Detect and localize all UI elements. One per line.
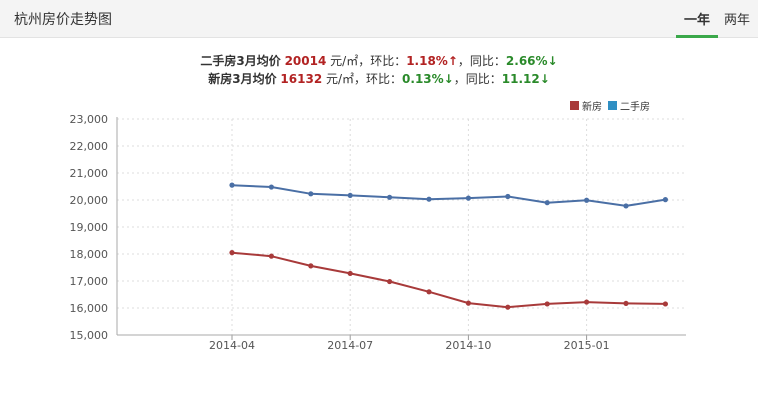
series-line-new-house (231, 251, 666, 309)
data-point-new-house (623, 300, 629, 307)
y-tick-label: 18,000 (70, 248, 109, 261)
data-point-second-hand (623, 203, 629, 209)
data-point-second-hand (347, 192, 353, 199)
data-point-second-hand (584, 197, 590, 203)
data-point-second-hand (505, 193, 511, 200)
new-house-price: 16132 (280, 72, 323, 86)
tab-two-years[interactable]: 两年 (724, 13, 751, 28)
y-tick-label: 22,000 (70, 140, 109, 153)
x-tick-label: 2014-10 (445, 339, 491, 352)
x-tick-label: 2014-07 (327, 339, 373, 352)
tab-one-year[interactable]: 一年 (684, 13, 711, 28)
price-summary: 二手房3月均价 20014 元/㎡，环比：1.18%↑，同比：2.66%↓ 新房… (0, 52, 758, 88)
y-tick-label: 23,000 (70, 113, 109, 126)
second-hand-unit: 元/㎡，环比： (330, 54, 407, 68)
y-tick-label: 19,000 (70, 221, 109, 234)
legend-label-new-house: 新房 (582, 102, 602, 113)
data-point-new-house (662, 301, 669, 307)
legend-label-second-hand: 二手房 (620, 102, 650, 113)
second-hand-label: 二手房3月均价 (200, 54, 281, 68)
data-point-second-hand (544, 200, 550, 206)
y-tick-label: 15,000 (70, 329, 109, 342)
new-house-yoy: 11.12↓ (501, 72, 550, 86)
data-point-new-house (268, 253, 274, 259)
second-hand-summary-row: 二手房3月均价 20014 元/㎡，环比：1.18%↑，同比：2.66%↓ (0, 52, 758, 70)
data-point-new-house (426, 289, 432, 295)
new-house-mom: 0.13%↓ (402, 72, 454, 86)
data-point-second-hand (465, 195, 471, 201)
y-tick-label: 21,000 (70, 167, 109, 180)
active-tab-indicator (676, 35, 718, 38)
data-point-second-hand (229, 182, 235, 188)
legend-item-new-house[interactable]: 新房 (570, 98, 602, 113)
data-point-new-house (584, 299, 590, 305)
data-point-second-hand (308, 191, 314, 197)
data-point-second-hand (387, 194, 393, 200)
data-point-second-hand (662, 197, 669, 203)
new-house-yoy-label: ，同比： (453, 72, 502, 86)
new-house-label: 新房3月均价 (208, 72, 277, 86)
data-point-new-house (465, 300, 471, 306)
y-tick-label: 16,000 (70, 302, 109, 315)
second-hand-yoy-label: ，同比： (457, 54, 506, 68)
header-bar: 杭州房价走势图 一年 两年 (0, 0, 758, 38)
new-house-unit: 元/㎡，环比： (326, 72, 403, 86)
x-tick-label: 2014-04 (209, 339, 255, 352)
second-hand-yoy: 2.66%↓ (505, 54, 558, 68)
second-hand-mom: 1.18%↑ (406, 54, 458, 68)
data-point-new-house (229, 250, 235, 256)
data-point-second-hand (426, 196, 432, 202)
data-point-new-house (505, 304, 511, 310)
data-point-new-house (544, 301, 550, 307)
page-title: 杭州房价走势图 (14, 12, 112, 28)
chart-legend: 新房 二手房 (570, 98, 656, 113)
data-point-second-hand (268, 184, 274, 190)
y-tick-label: 20,000 (70, 194, 109, 207)
legend-swatch-second-hand (608, 101, 617, 110)
legend-item-second-hand[interactable]: 二手房 (608, 98, 650, 113)
series-line-second-hand (231, 184, 666, 207)
x-tick-label: 2015-01 (564, 339, 610, 352)
new-house-summary-row: 新房3月均价 16132 元/㎡，环比：0.13%↓，同比：11.12↓ (0, 70, 758, 88)
y-tick-label: 17,000 (70, 275, 109, 288)
second-hand-price: 20014 (284, 54, 327, 68)
data-point-new-house (347, 270, 353, 277)
data-point-new-house (308, 263, 314, 269)
data-point-new-house (387, 278, 393, 285)
legend-swatch-new-house (570, 101, 579, 110)
